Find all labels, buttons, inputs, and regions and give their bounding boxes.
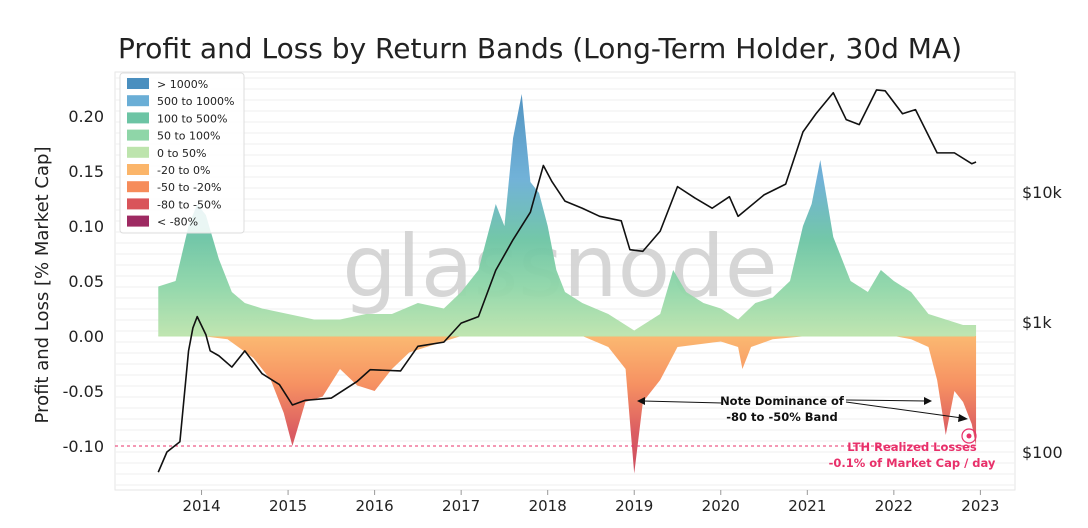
legend-label: > 1000% — [157, 78, 208, 91]
price-tick-label: $1k — [1022, 313, 1052, 332]
x-tick-label: 2023 — [961, 497, 999, 515]
price-axis-ticks: $10k $1k $100 — [1022, 183, 1063, 462]
legend-label: < -80% — [157, 216, 198, 229]
annotation-arrow-right-1 — [845, 399, 927, 402]
y-tick-label: 0.00 — [68, 327, 104, 346]
legend-label: -80 to -50% — [157, 198, 221, 211]
annotation-arrow-right-2 — [845, 401, 963, 419]
y-tick-label: 0.05 — [68, 272, 104, 291]
legend-swatch — [127, 95, 149, 107]
price-tick-label: $100 — [1022, 443, 1063, 462]
annotation-arrowhead-right-1 — [924, 397, 932, 405]
price-tick-label: $10k — [1022, 183, 1063, 202]
x-tick-label: 2015 — [269, 497, 307, 515]
x-tick-label: 2022 — [875, 497, 913, 515]
annotation-arrowhead-left — [637, 397, 645, 405]
chart-title: Profit and Loss by Return Bands (Long-Te… — [118, 32, 962, 65]
annotations: Note Dominance of -80 to -50% Band LTH R… — [637, 394, 996, 470]
plot-area — [114, 71, 1016, 491]
x-tick-label: 2021 — [788, 497, 826, 515]
annotation-lth-title: LTH Realized Losses — [847, 440, 977, 454]
y-tick-label: -0.10 — [63, 437, 104, 456]
legend-swatch — [127, 198, 149, 210]
grid — [115, 77, 1015, 486]
y-axis-label: Profit and Loss [% Market Cap] — [32, 147, 53, 424]
legend-label: -20 to 0% — [157, 164, 210, 177]
y-axis-ticks: 0.20 0.15 0.10 0.05 0.00 -0.05 -0.10 — [63, 107, 104, 456]
annotation-arrowhead-right-2 — [958, 414, 968, 422]
x-tick-label: 2019 — [615, 497, 653, 515]
y-tick-label: -0.05 — [63, 382, 104, 401]
x-tick-label: 2016 — [356, 497, 394, 515]
price-line-layer — [157, 89, 977, 473]
area-layer — [158, 94, 977, 474]
legend-swatch — [127, 181, 149, 193]
annotation-arrow-left — [642, 400, 723, 404]
legend: > 1000% 500 to 1000% 100 to 500% 50 to 100%… — [119, 72, 245, 234]
legend-label: 100 to 500% — [157, 112, 227, 125]
legend-swatch — [127, 78, 149, 89]
annotation-marker-dot — [966, 433, 972, 439]
x-tick-label: 2017 — [442, 497, 480, 515]
y-tick-label: 0.20 — [68, 107, 104, 126]
annotation-lth-subtitle: -0.1% of Market Cap / day — [829, 456, 996, 470]
y-tick-label: 0.10 — [68, 217, 104, 236]
legend-swatch — [127, 146, 149, 158]
x-tick-label: 2020 — [702, 497, 740, 515]
loss-area — [158, 336, 977, 474]
legend-label: 50 to 100% — [157, 130, 220, 143]
legend-label: 500 to 1000% — [157, 95, 234, 108]
legend-swatch — [127, 112, 149, 124]
price-line — [157, 89, 977, 473]
profit-area — [158, 94, 977, 336]
annotation-dominance-title: Note Dominance of — [720, 394, 845, 408]
x-tick-label: 2014 — [182, 497, 220, 515]
legend-box — [119, 72, 245, 234]
legend-label: -50 to -20% — [157, 181, 221, 194]
legend-swatch — [127, 129, 149, 141]
annotation-marker-circle — [961, 428, 977, 444]
legend-label: 0 to 50% — [157, 147, 206, 160]
legend-swatch — [127, 164, 149, 175]
x-axis-ticks: 2014 2015 2016 2017 2018 2019 2020 2021 2022 2023 — [182, 490, 999, 515]
x-tick-label: 2018 — [529, 497, 567, 515]
legend-swatch — [127, 215, 149, 227]
annotation-dominance-subtitle: -80 to -50% Band — [726, 410, 837, 424]
y-tick-label: 0.15 — [68, 162, 104, 181]
